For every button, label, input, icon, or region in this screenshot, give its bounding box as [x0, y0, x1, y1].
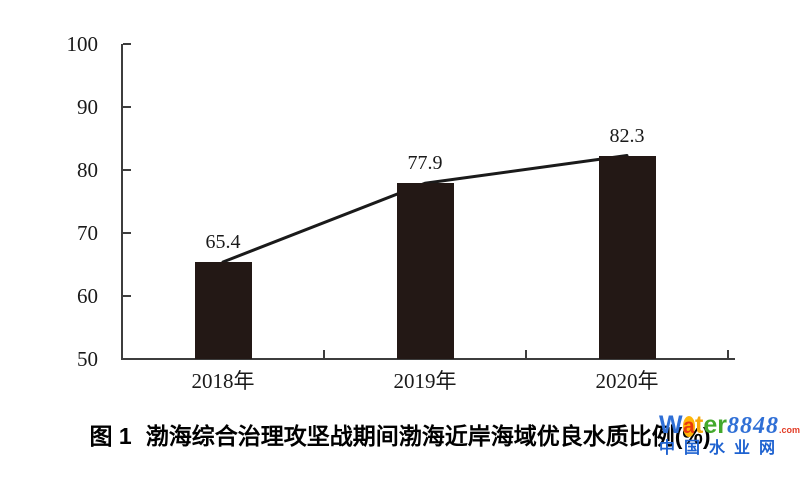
bar-value-label: 82.3: [609, 124, 645, 147]
y-axis-tick-label: 80: [77, 158, 98, 182]
y-axis-tick-label: 50: [77, 347, 98, 371]
y-axis-tick-label: 70: [77, 221, 98, 245]
watermark-letter: 8848: [726, 413, 779, 439]
x-axis-category-label: 2020年: [595, 369, 659, 393]
x-axis-category-label: 2019年: [393, 369, 457, 393]
figure-caption: 图 1 渤海综合治理攻坚战期间渤海近岸海域优良水质比例(%): [0, 423, 800, 451]
y-axis-tick: [123, 106, 131, 108]
y-axis-tick: [123, 43, 131, 45]
bar-2019年: [396, 183, 454, 359]
watermark-letter: r: [717, 411, 727, 439]
y-axis-line: [121, 44, 123, 360]
bar-2020年: [598, 155, 656, 359]
bar-value-label: 65.4: [205, 230, 241, 253]
x-axis-tick: [525, 350, 527, 359]
figure-caption-text: 渤海综合治理攻坚战期间渤海近岸海域优良水质比例(%): [145, 423, 711, 449]
watermark-letter: e: [703, 411, 718, 439]
watermark-letter: t: [695, 411, 704, 439]
y-axis-tick-label: 90: [77, 95, 98, 119]
y-axis-tick: [123, 232, 131, 234]
y-axis-tick: [123, 169, 131, 171]
watermark-letter: W: [659, 411, 683, 439]
y-axis-tick-label: 60: [77, 284, 98, 308]
y-axis-tick-label: 100: [66, 32, 99, 56]
x-axis-end-tick: [727, 350, 729, 359]
bar-value-label: 77.9: [407, 152, 443, 175]
figure-number: 图 1: [89, 423, 132, 449]
watermark-letter: a: [682, 416, 696, 437]
bar-2018年: [194, 261, 252, 359]
x-axis-category-label: 2018年: [191, 369, 255, 393]
watermark-letter: .com: [778, 425, 800, 435]
y-axis-tick: [123, 295, 131, 297]
x-axis-tick: [323, 350, 325, 359]
watermark-site-name: 中国水业网: [659, 440, 785, 457]
x-axis-line: [121, 358, 735, 360]
